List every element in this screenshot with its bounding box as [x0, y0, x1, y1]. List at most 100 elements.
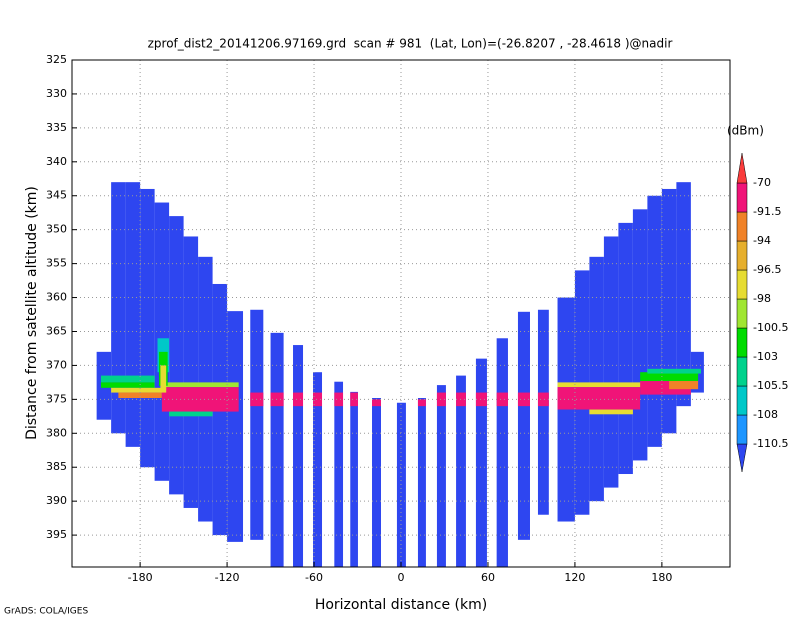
colorbar-tick-label: -110.5: [753, 437, 788, 450]
cell: [350, 392, 358, 407]
colorbar-tick-label: -108: [753, 408, 778, 421]
y-tick-label: 360: [46, 291, 67, 304]
cell: [334, 381, 344, 567]
colorbar-swatch: [736, 356, 748, 387]
cell: [313, 372, 323, 567]
cell: [334, 392, 344, 407]
cell: [640, 372, 699, 382]
x-axis-label: Horizontal distance (km): [315, 597, 487, 613]
y-tick-label: 350: [46, 223, 67, 236]
cell: [140, 188, 155, 468]
x-tick-label: -180: [128, 571, 153, 584]
x-tick-label: 180: [651, 571, 672, 584]
cell: [647, 195, 662, 447]
cell: [160, 365, 167, 393]
colorbar-tick-label: -94: [753, 234, 771, 247]
cell: [632, 209, 648, 461]
cell: [293, 392, 304, 407]
colorbar-tick-label: -91.5: [753, 205, 781, 218]
cell: [475, 392, 487, 407]
cell: [227, 311, 244, 542]
cell: [270, 332, 284, 567]
colorbar-tick-label: -103: [753, 350, 778, 363]
cell: [661, 188, 677, 434]
y-tick-label: 340: [46, 155, 67, 168]
cell: [350, 391, 358, 567]
colorbar-tick-label: -100.5: [753, 321, 788, 334]
colorbar-tick-label: -98: [753, 292, 771, 305]
source-credit: GrADS: COLA/IGES: [4, 607, 88, 617]
cell: [436, 385, 446, 567]
cell: [100, 375, 155, 383]
cell: [537, 392, 549, 407]
y-tick-label: 365: [46, 324, 67, 337]
cell: [676, 182, 691, 407]
x-tick-label: 0: [398, 571, 405, 584]
y-tick-label: 375: [46, 392, 67, 405]
cell: [270, 392, 284, 407]
x-tick-label: -60: [305, 571, 323, 584]
cell: [517, 392, 530, 407]
cell: [118, 392, 162, 398]
cell: [496, 338, 508, 567]
colorbar-swatch: [736, 211, 748, 242]
cell: [125, 182, 141, 447]
cell: [111, 182, 126, 434]
cell: [250, 309, 264, 540]
cell: [456, 375, 466, 567]
colorbar-swatch: [736, 182, 748, 213]
cell: [417, 398, 426, 567]
colorbar-label: (dBm): [727, 124, 764, 138]
chart-title: zprof_dist2_20141206.97169.grd scan # 98…: [148, 37, 673, 51]
colorbar-swatch: [736, 269, 748, 300]
cell: [517, 311, 530, 540]
cell: [589, 256, 604, 502]
colorbar-swatch: [736, 298, 748, 329]
cell: [169, 411, 213, 417]
cell: [372, 399, 381, 407]
cell: [589, 409, 633, 415]
cell: [436, 392, 446, 407]
cell: [496, 392, 508, 407]
colorbar-swatch: [736, 327, 748, 358]
cell: [647, 368, 702, 374]
cell: [669, 381, 699, 390]
colorbar-swatch: [736, 414, 748, 445]
cell: [557, 382, 648, 388]
cell: [475, 358, 487, 567]
y-tick-label: 395: [46, 528, 67, 541]
colorbar-tick-label: -105.5: [753, 379, 788, 392]
y-tick-label: 345: [46, 189, 67, 202]
cell: [537, 309, 549, 515]
cell: [372, 398, 381, 567]
y-tick-label: 355: [46, 257, 67, 270]
cell: [111, 387, 162, 393]
cell: [417, 399, 426, 407]
cell: [169, 216, 184, 495]
y-tick-label: 325: [46, 53, 67, 66]
y-axis-label: Distance from satellite altitude (km): [24, 186, 40, 440]
cell: [557, 387, 641, 410]
y-tick-label: 330: [46, 87, 67, 100]
x-tick-label: 120: [564, 571, 585, 584]
colorbar-swatch: [736, 240, 748, 271]
colorbar-swatch: [736, 152, 748, 184]
cell: [293, 345, 304, 567]
cell: [100, 382, 155, 388]
cell: [313, 392, 323, 407]
cell: [161, 382, 239, 388]
cell: [618, 222, 633, 475]
y-tick-label: 335: [46, 121, 67, 134]
cell: [183, 236, 199, 508]
y-tick-label: 370: [46, 358, 67, 371]
x-tick-label: -120: [215, 571, 240, 584]
colorbar-swatch: [736, 385, 748, 416]
cell: [603, 236, 619, 488]
colorbar-tick-label: -70: [753, 176, 771, 189]
y-tick-label: 385: [46, 460, 67, 473]
y-tick-label: 390: [46, 494, 67, 507]
cells: [96, 182, 704, 567]
cell: [456, 392, 466, 407]
x-tick-label: 60: [481, 571, 495, 584]
